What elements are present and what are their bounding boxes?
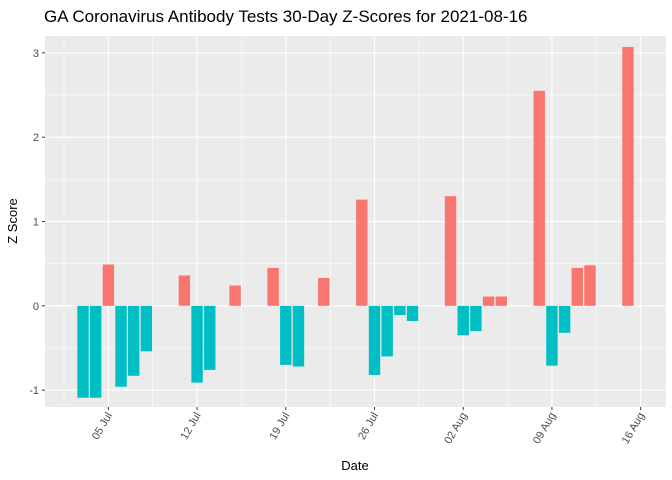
bar	[457, 305, 469, 336]
bar	[546, 305, 558, 366]
bar	[394, 305, 406, 316]
x-tick-label: 02 Aug	[442, 411, 470, 447]
bar	[280, 305, 292, 365]
bar	[102, 264, 115, 306]
x-tick-label: 19 Jul	[267, 411, 292, 442]
bar	[77, 305, 89, 398]
y-tick-label: 2	[33, 132, 39, 144]
bar	[191, 305, 203, 383]
bar	[470, 305, 482, 332]
x-tick-label: 16 Aug	[620, 411, 648, 447]
bar	[356, 199, 368, 306]
bar	[406, 305, 419, 321]
bar	[495, 296, 507, 306]
bar	[558, 305, 571, 333]
x-tick-label: 12 Jul	[179, 411, 204, 442]
bar	[571, 267, 583, 306]
bar	[128, 305, 140, 376]
bar	[140, 305, 153, 352]
y-axis: -1 0 1 2 3	[29, 48, 45, 397]
chart-title: GA Coronavirus Antibody Tests 30-Day Z-S…	[44, 7, 527, 26]
bar	[178, 275, 191, 306]
bar	[622, 46, 634, 306]
y-tick-label: 0	[33, 301, 39, 313]
bar	[368, 305, 381, 375]
bar	[318, 277, 330, 306]
bar	[444, 196, 457, 306]
bar	[267, 267, 279, 306]
bar	[482, 296, 495, 306]
bar	[115, 305, 127, 387]
bar	[229, 285, 241, 306]
x-axis: 05 Jul 12 Jul 19 Jul 26 Jul 02 Aug 09 Aug 16 A…	[90, 407, 647, 446]
x-tick-label: 09 Aug	[531, 411, 559, 447]
y-tick-label: 1	[33, 217, 39, 229]
y-tick-label: 3	[33, 48, 39, 60]
y-axis-title: Z Score	[5, 198, 20, 244]
x-axis-title: Date	[341, 458, 368, 473]
bar	[292, 305, 305, 367]
bar	[533, 90, 545, 306]
y-tick-label: -1	[29, 385, 39, 397]
x-tick-label: 26 Jul	[356, 411, 381, 442]
bar	[89, 305, 102, 398]
bar	[584, 265, 596, 306]
bar	[204, 305, 216, 370]
x-tick-label: 05 Jul	[90, 411, 115, 442]
bar	[381, 305, 393, 357]
bars	[77, 46, 634, 398]
